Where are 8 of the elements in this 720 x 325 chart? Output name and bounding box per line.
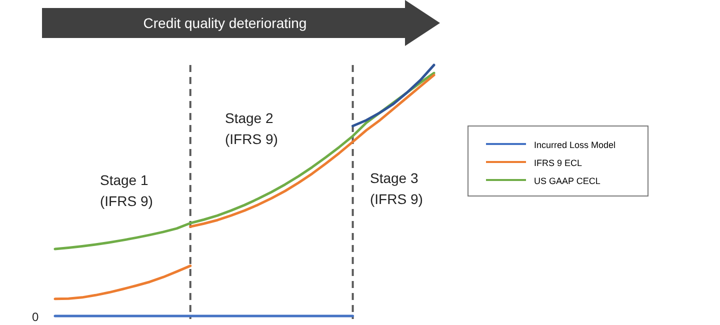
legend-label: US GAAP CECL	[534, 176, 600, 186]
legend-label: IFRS 9 ECL	[534, 158, 582, 168]
annotation: Stage 2 (IFRS 9)	[225, 110, 278, 147]
annotation: Stage 1 (IFRS 9)	[100, 172, 153, 209]
chart-title: Credit quality deteriorating	[143, 15, 307, 31]
legend-label: Incurred Loss Model	[534, 140, 616, 150]
annotation: Stage 3 (IFRS 9)	[370, 170, 423, 207]
text: 0	[32, 310, 39, 324]
